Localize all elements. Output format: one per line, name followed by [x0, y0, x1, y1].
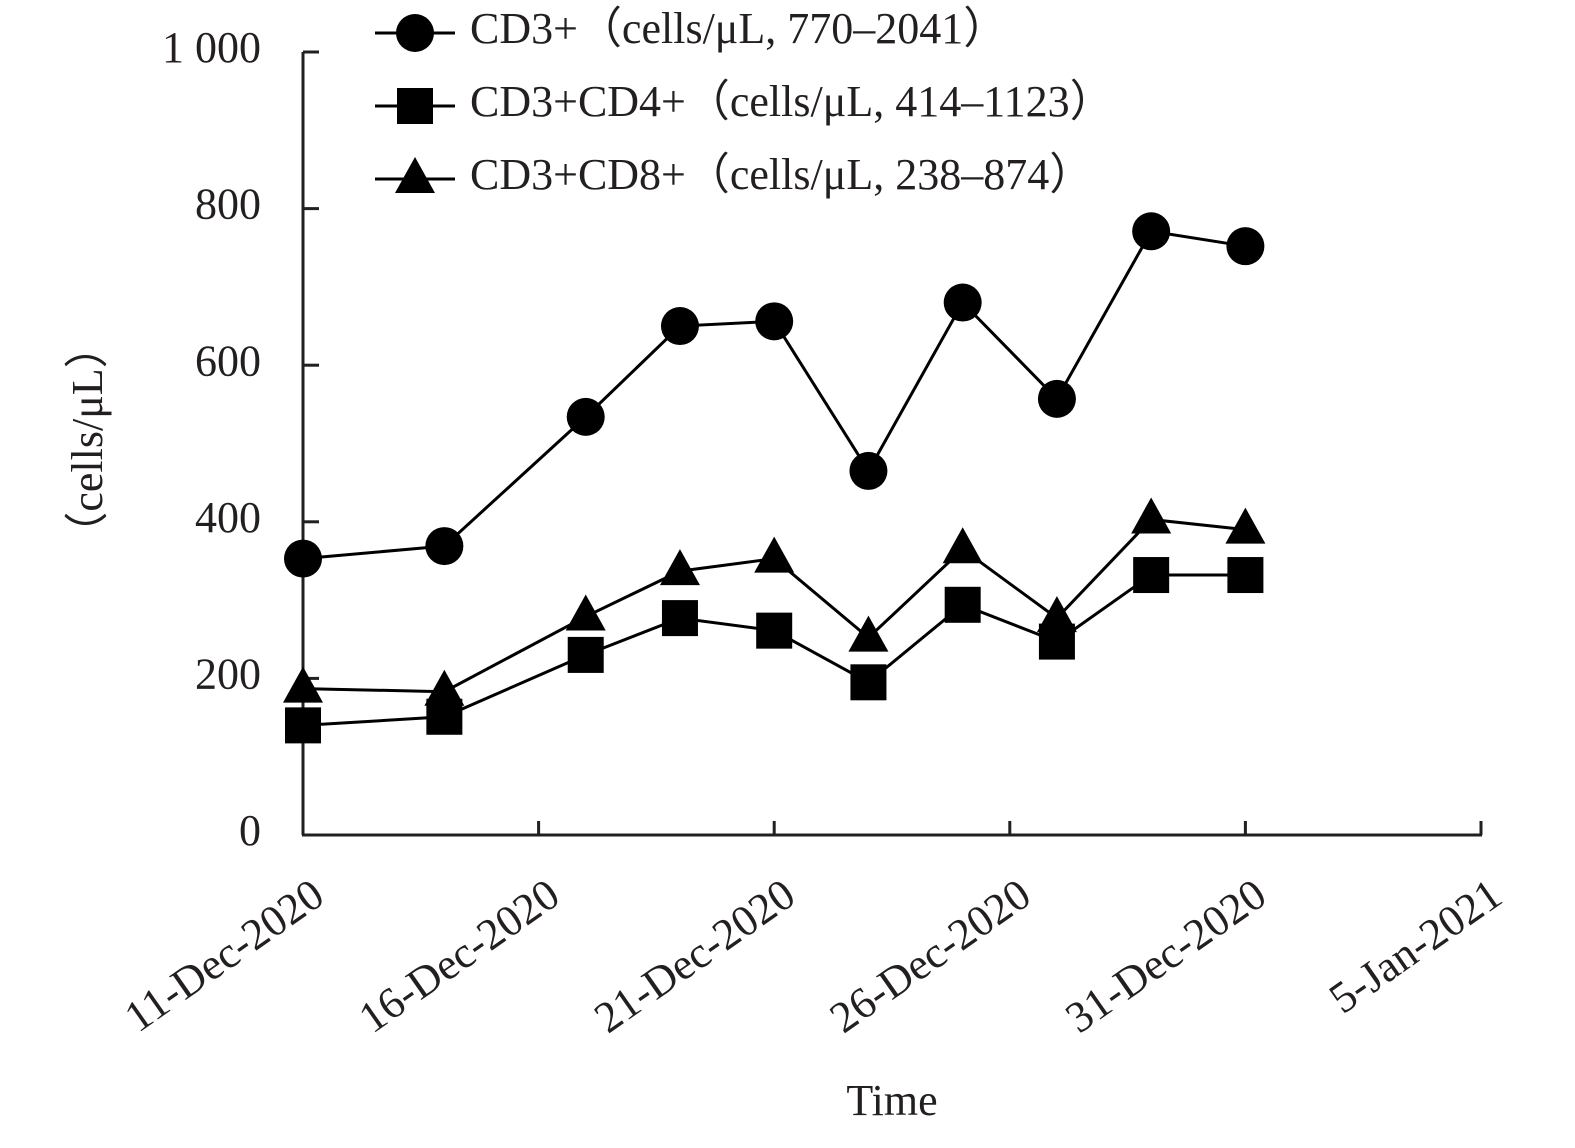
x-tick-label: 5-Jan-2021 [1320, 869, 1510, 1023]
data-point [943, 283, 982, 322]
x-tick-label: 31-Dec-2020 [1057, 869, 1275, 1042]
data-point [848, 615, 889, 652]
data-point [754, 536, 795, 573]
data-point [661, 600, 698, 637]
data-point [424, 669, 465, 706]
legend-marker [396, 14, 434, 52]
y-tick-label: 0 [239, 806, 261, 855]
data-point [1225, 507, 1266, 544]
data-point [849, 451, 888, 490]
x-tick-label: 26-Dec-2020 [821, 869, 1039, 1042]
y-tick-label: 200 [195, 649, 261, 698]
data-point [285, 707, 321, 744]
series-line [302, 573, 1246, 727]
legend-label: CD3+（cells/μL, 770–2041） [470, 4, 1007, 53]
legend-label: CD3+CD4+（cells/μL, 414–1123） [470, 77, 1114, 126]
x-tick-label: 21-Dec-2020 [585, 869, 803, 1042]
legend-marker [395, 157, 435, 193]
series-line [302, 229, 1246, 561]
y-tick-label: 1 000 [162, 23, 261, 72]
data-point [284, 539, 322, 578]
data-point [1036, 596, 1077, 633]
data-point [850, 664, 887, 701]
data-point [756, 612, 793, 649]
x-tick-label: 11-Dec-2020 [116, 869, 333, 1041]
data-point [1133, 557, 1170, 594]
series-line [302, 517, 1246, 694]
x-tick-label: 16-Dec-2020 [350, 869, 568, 1042]
data-point [425, 527, 464, 566]
data-point [1132, 212, 1171, 251]
data-point [755, 302, 794, 341]
legend-label: CD3+CD8+（cells/μL, 238–874） [470, 150, 1093, 199]
y-axis-label: （cells/μL） [63, 324, 112, 555]
data-point [567, 636, 604, 673]
data-point [660, 307, 699, 346]
data-point [1131, 497, 1172, 534]
x-axis-label: Time [846, 1076, 937, 1125]
y-tick-label: 600 [195, 336, 261, 385]
data-point [1037, 379, 1076, 418]
data-point [566, 397, 605, 436]
data-point [565, 594, 606, 631]
data-point [944, 586, 981, 623]
y-tick-label: 800 [195, 180, 261, 229]
y-tick-label: 400 [195, 493, 261, 542]
legend-marker [397, 88, 433, 124]
data-point [942, 527, 983, 564]
data-point [283, 666, 323, 703]
data-point [1227, 557, 1264, 594]
data-point [659, 549, 700, 586]
data-point [1226, 227, 1265, 266]
